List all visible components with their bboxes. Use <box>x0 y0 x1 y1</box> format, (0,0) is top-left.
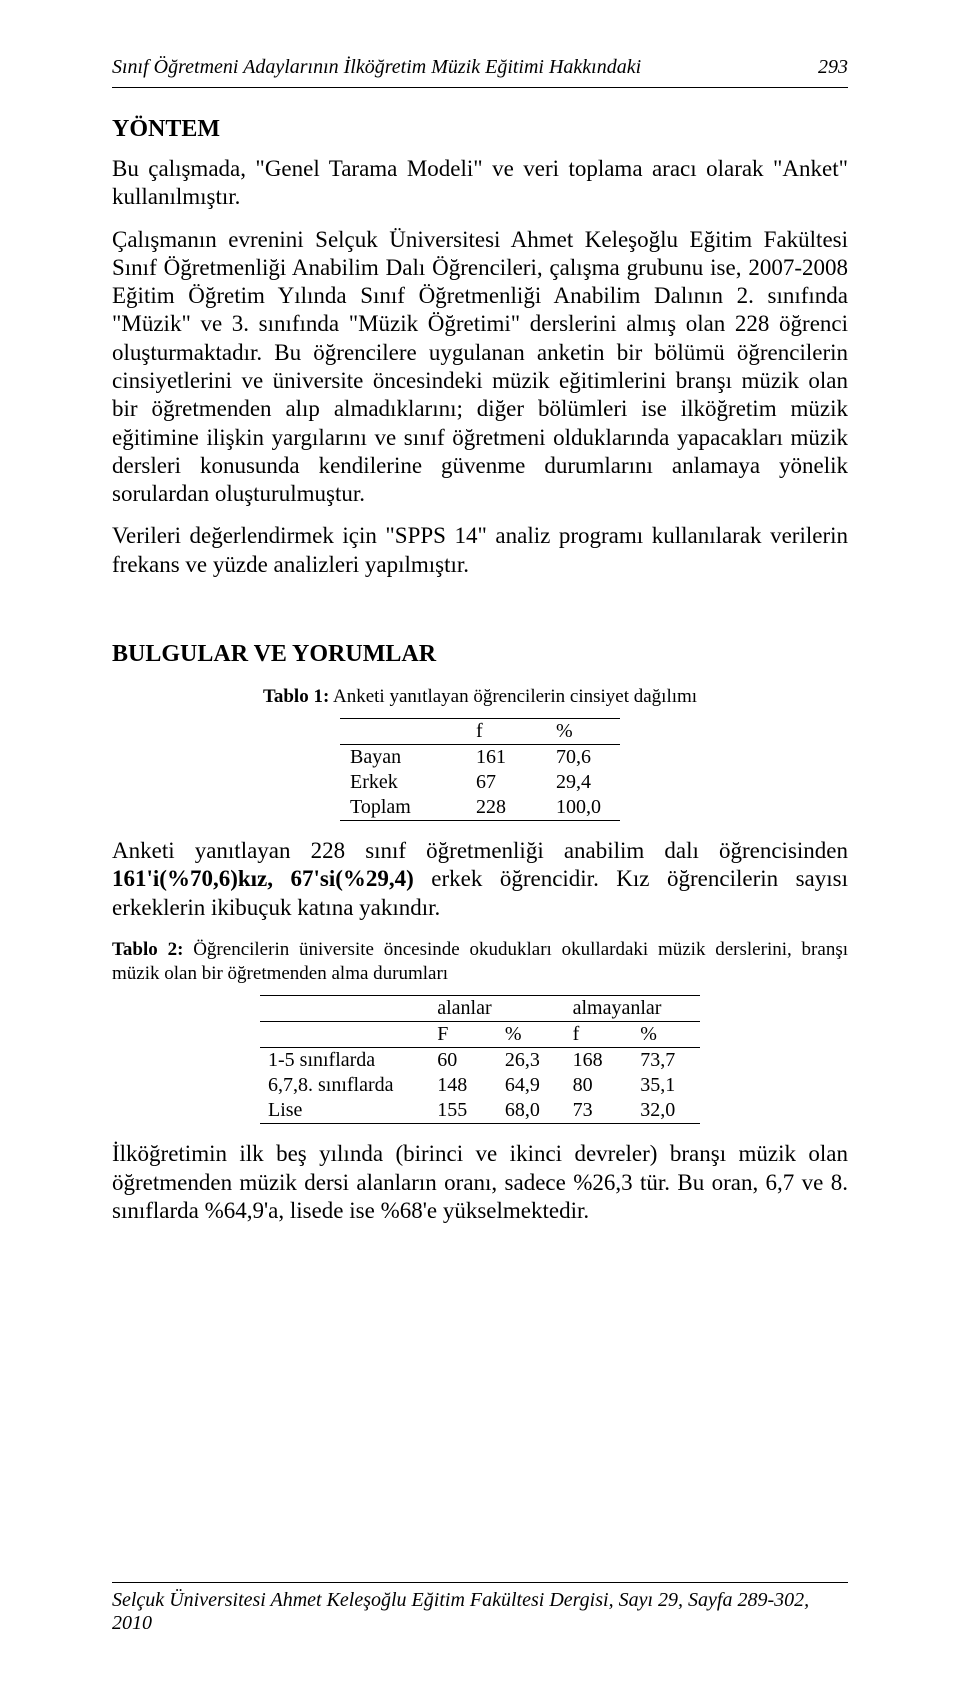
after-t1-pre: Anketi yanıtlayan 228 sınıf öğretmenliği… <box>112 838 848 863</box>
after-t1-bold: 161'i(%70,6)kız, 67'si(%29,4) <box>112 866 414 891</box>
table1-r1c0: Erkek <box>340 770 460 795</box>
table1: f % Bayan 161 70,6 Erkek 67 29,4 Toplam … <box>340 718 620 821</box>
t2-r0c0: 1-5 sınıflarda <box>260 1048 429 1074</box>
table1-r0c0: Bayan <box>340 744 460 770</box>
t2-r2c2: 68,0 <box>497 1098 565 1124</box>
t2-sh1: alanlar <box>429 996 564 1022</box>
t2-h3: f <box>565 1022 633 1048</box>
t2-r2c1: 155 <box>429 1098 497 1124</box>
t2-h0 <box>260 1022 429 1048</box>
table1-r2c2: 100,0 <box>540 795 620 821</box>
t2-r0c1: 60 <box>429 1048 497 1074</box>
table1-r2c1: 228 <box>460 795 540 821</box>
table1-caption-rest: Anketi yanıtlayan öğrencilerin cinsiyet … <box>329 686 697 707</box>
table2-caption-bold: Tablo 2: <box>112 939 183 960</box>
t2-r2c3: 73 <box>565 1098 633 1124</box>
t2-h4: % <box>632 1022 700 1048</box>
t2-r1c3: 80 <box>565 1073 633 1098</box>
footer-text: Selçuk Üniversitesi Ahmet Keleşoğlu Eğit… <box>112 1589 848 1635</box>
table1-r0c2: 70,6 <box>540 744 620 770</box>
table2-caption: Tablo 2: Öğrencilerin üniversite öncesin… <box>112 938 848 986</box>
after-table1-paragraph: Anketi yanıtlayan 228 sınıf öğretmenliği… <box>112 837 848 922</box>
section-title-bulgular: BULGULAR VE YORUMLAR <box>112 641 848 668</box>
t2-r1c0: 6,7,8. sınıflarda <box>260 1073 429 1098</box>
yontem-p2: Çalışmanın evrenini Selçuk Üniversitesi … <box>112 226 848 509</box>
table1-caption: Tablo 1: Anketi yanıtlayan öğrencilerin … <box>112 686 848 708</box>
table2: alanlar almayanlar F % f % 1-5 sınıflard… <box>260 995 700 1124</box>
table1-h1: f <box>460 718 540 744</box>
table1-r1c2: 29,4 <box>540 770 620 795</box>
t2-r1c2: 64,9 <box>497 1073 565 1098</box>
t2-r1c1: 148 <box>429 1073 497 1098</box>
t2-r1c4: 35,1 <box>632 1073 700 1098</box>
t2-r2c4: 32,0 <box>632 1098 700 1124</box>
t2-r0c2: 26,3 <box>497 1048 565 1074</box>
t2-r0c3: 168 <box>565 1048 633 1074</box>
table1-r1c1: 67 <box>460 770 540 795</box>
table1-r2c0: Toplam <box>340 795 460 821</box>
table1-h2: % <box>540 718 620 744</box>
section-title-yontem: YÖNTEM <box>112 116 848 143</box>
t2-r0c4: 73,7 <box>632 1048 700 1074</box>
running-title: Sınıf Öğretmeni Adaylarının İlköğretim M… <box>112 56 641 79</box>
t2-h1: F <box>429 1022 497 1048</box>
yontem-p3: Verileri değerlendirmek için "SPPS 14" a… <box>112 522 848 579</box>
yontem-p1: Bu çalışmada, "Genel Tarama Modeli" ve v… <box>112 155 848 212</box>
table1-caption-bold: Tablo 1: <box>263 686 329 707</box>
t2-h2: % <box>497 1022 565 1048</box>
t2-sh0 <box>260 996 429 1022</box>
table1-h0 <box>340 718 460 744</box>
table1-r0c1: 161 <box>460 744 540 770</box>
t2-r2c0: Lise <box>260 1098 429 1124</box>
footer-rule <box>112 1582 848 1583</box>
after-table2-paragraph: İlköğretimin ilk beş yılında (birinci ve… <box>112 1140 848 1225</box>
table2-caption-rest: Öğrencilerin üniversite öncesinde okuduk… <box>112 939 848 984</box>
header-rule <box>112 87 848 88</box>
t2-sh2: almayanlar <box>565 996 700 1022</box>
page-number: 293 <box>818 56 848 79</box>
